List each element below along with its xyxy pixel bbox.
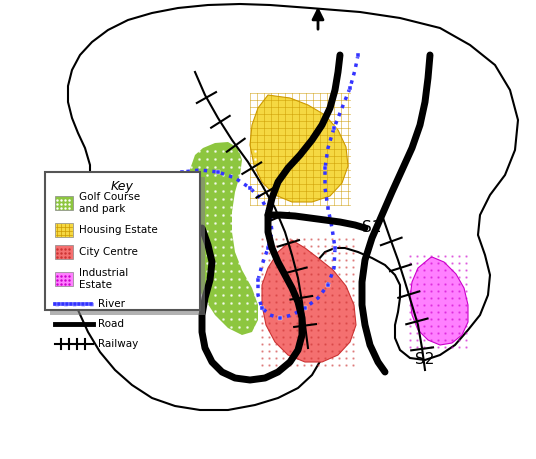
Text: Key: Key: [111, 180, 134, 193]
Text: N: N: [296, 0, 312, 4]
Text: Road: Road: [98, 319, 124, 329]
Polygon shape: [262, 240, 356, 362]
Polygon shape: [250, 95, 348, 202]
Text: S1: S1: [362, 220, 382, 235]
Bar: [55, 223, 73, 237]
Bar: [50, 177, 205, 315]
Polygon shape: [182, 142, 258, 335]
Text: S2: S2: [415, 353, 434, 368]
Text: Golf Course
and park: Golf Course and park: [79, 192, 140, 214]
Text: City Centre: City Centre: [79, 247, 138, 257]
Bar: [45, 172, 200, 310]
Bar: [55, 272, 73, 286]
Text: Housing Estate: Housing Estate: [79, 225, 158, 235]
Bar: [55, 196, 73, 210]
Text: Industrial
Estate: Industrial Estate: [79, 268, 128, 290]
Text: Railway: Railway: [98, 339, 138, 349]
Text: River: River: [98, 299, 125, 309]
Polygon shape: [410, 257, 468, 345]
Bar: [55, 245, 73, 259]
